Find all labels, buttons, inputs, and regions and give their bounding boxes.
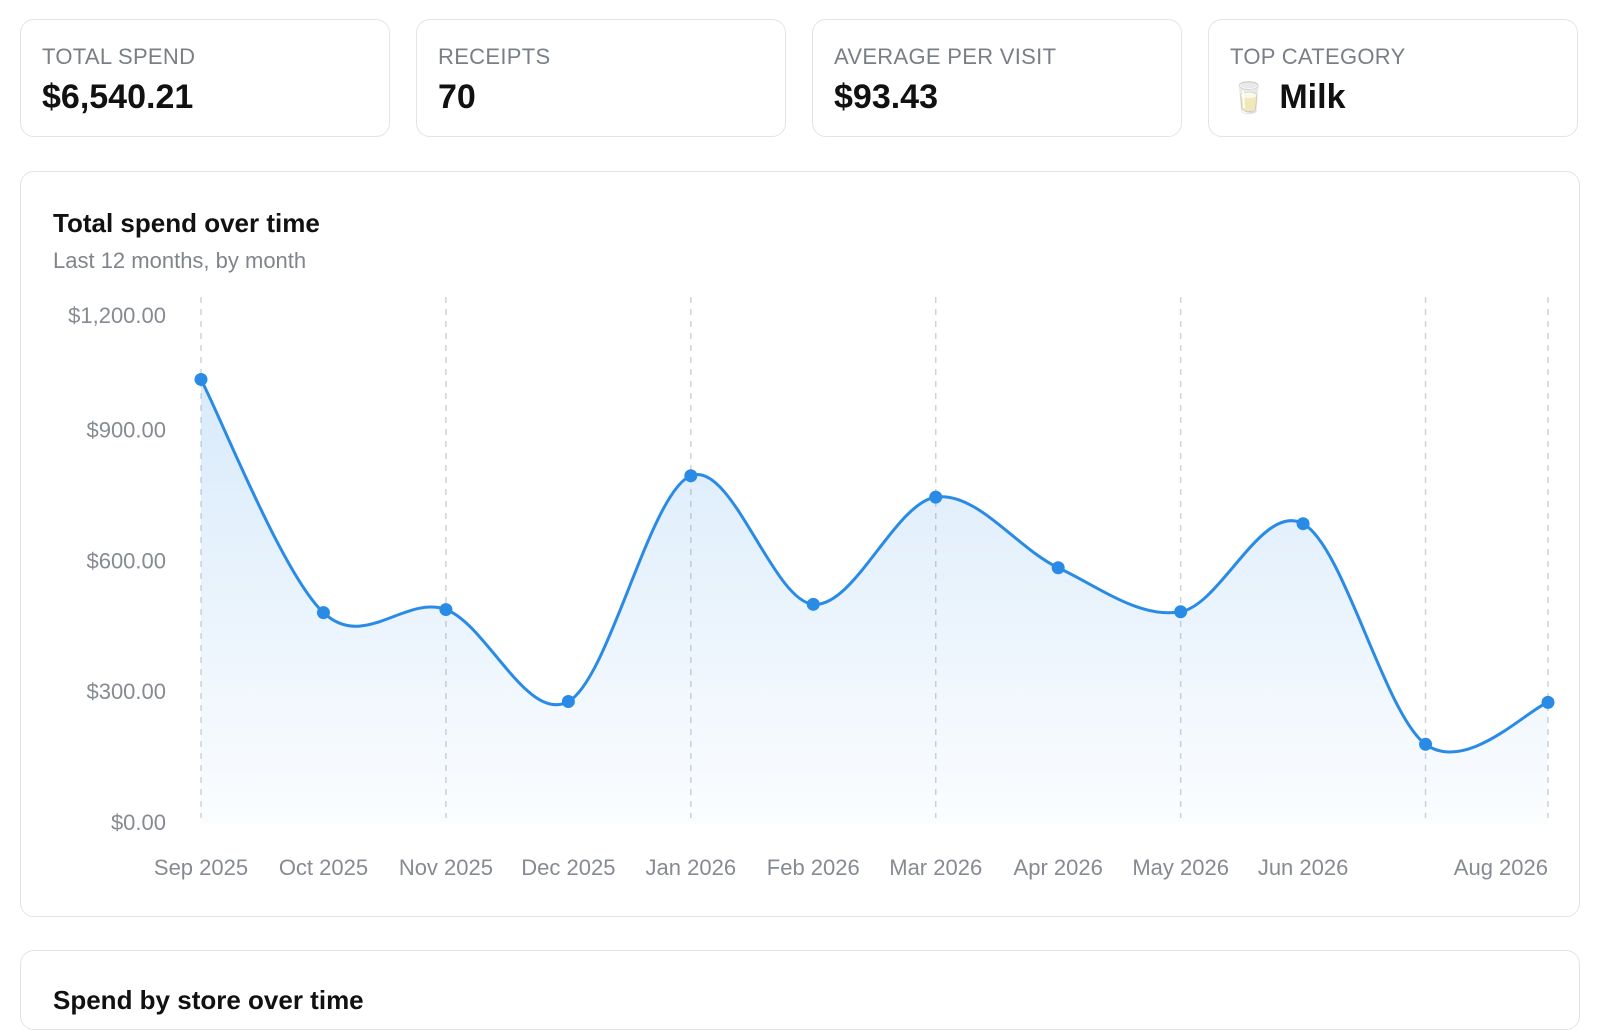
point xyxy=(1419,737,1433,751)
stat-value: $93.43 xyxy=(834,78,938,116)
stat-card: TOP CATEGORY 🥛 Milk xyxy=(1208,19,1578,137)
stat-card: AVERAGE PER VISIT $93.43 xyxy=(812,19,1182,137)
stat-value: 70 xyxy=(438,78,476,116)
x-tick-label: Nov 2025 xyxy=(399,855,493,880)
point xyxy=(1051,561,1065,575)
point xyxy=(929,490,943,504)
point xyxy=(561,695,575,709)
dashboard: {"cards": [ {"label": "TOTAL SPEND", "va… xyxy=(20,19,1580,1030)
x-tick-label: Jan 2026 xyxy=(646,855,737,880)
y-tick-label: $600.00 xyxy=(86,548,166,573)
next-panel: Spend by store over time xyxy=(20,950,1580,1030)
stat-label: RECEIPTS xyxy=(438,44,551,69)
chart-subtitle: Last 12 months, by month xyxy=(53,248,307,273)
stat-label: AVERAGE PER VISIT xyxy=(834,44,1057,69)
y-tick-label: $0.00 xyxy=(111,810,166,835)
x-tick-label: Apr 2026 xyxy=(1014,855,1103,880)
x-tick-label: Oct 2025 xyxy=(279,855,368,880)
line xyxy=(199,378,1549,754)
point xyxy=(1174,605,1188,619)
y-tick-label: $1,200.00 xyxy=(68,303,166,328)
y-tick-label: $900.00 xyxy=(86,418,166,443)
point xyxy=(806,597,820,611)
point xyxy=(194,372,208,386)
panel-title: Spend by store over time xyxy=(53,985,364,1015)
category-icon: 🥛 xyxy=(1230,82,1268,115)
chart-title: Total spend over time xyxy=(53,208,320,238)
x-tick-label: Dec 2025 xyxy=(521,855,615,880)
point xyxy=(439,603,453,617)
x-tick-label: Feb 2026 xyxy=(767,855,860,880)
x-tick-label: May 2026 xyxy=(1132,855,1229,880)
y-tick-label: $300.00 xyxy=(86,679,166,704)
category-name: Milk xyxy=(1279,78,1346,116)
area xyxy=(201,379,1548,824)
point xyxy=(316,606,330,620)
point xyxy=(1541,695,1555,709)
stat-value: $6,540.21 xyxy=(42,78,194,116)
stat-value: 🥛 Milk xyxy=(1230,78,1345,117)
x-tick-label: Jun 2026 xyxy=(1258,855,1349,880)
stat-label: TOP CATEGORY xyxy=(1230,44,1406,69)
chart: $0.00 $300.00 $600.00 $900.00 $1,200.00 Sep 2… xyxy=(68,297,1555,880)
stat-card: TOTAL SPEND $6,540.21 xyxy=(20,19,390,137)
point xyxy=(684,469,698,483)
chart-panel: Total spend over time Last 12 months, by… xyxy=(20,171,1580,917)
stat-card: RECEIPTS 70 xyxy=(416,19,786,137)
stat-label: TOTAL SPEND xyxy=(42,44,196,69)
point xyxy=(1296,517,1310,531)
x-tick-label: Aug 2026 xyxy=(1454,855,1548,880)
x-tick-label: Sep 2025 xyxy=(154,855,248,880)
x-tick-label: Mar 2026 xyxy=(889,855,982,880)
